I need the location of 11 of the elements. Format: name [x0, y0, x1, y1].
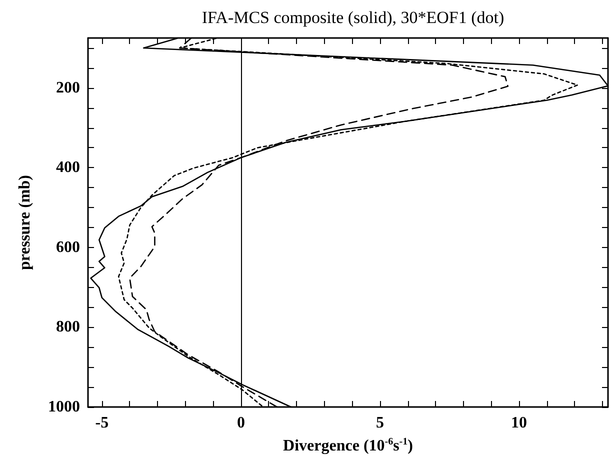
y-tick-label: 1000	[48, 398, 80, 416]
y-tick-label: 800	[56, 318, 80, 336]
x-tick-label: 10	[511, 414, 528, 432]
x-tick-label: 5	[376, 414, 384, 432]
y-tick-label: 200	[56, 79, 80, 96]
y-tick-label: 400	[56, 159, 80, 176]
x-tick-label: -5	[95, 414, 109, 432]
y-tick-label: 600	[56, 238, 80, 256]
y-axis-title: pressure (mb)	[16, 175, 34, 270]
x-tick-label: 0	[236, 414, 245, 432]
chart-title: IFA-MCS composite (solid), 30*EOF1 (dot)	[202, 8, 504, 27]
